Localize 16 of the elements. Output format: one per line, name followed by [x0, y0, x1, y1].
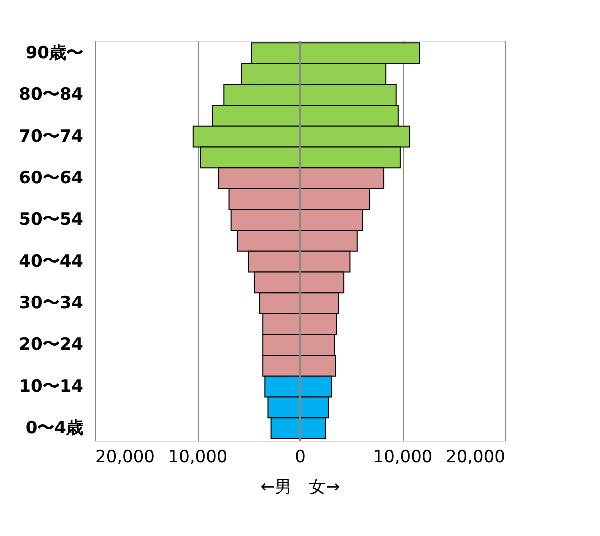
y-tick-label: 80〜84 [19, 85, 84, 106]
y-tick-label: 90歳〜 [26, 44, 84, 64]
x-tick-label: 20,000 [446, 448, 506, 468]
y-tick-label: 60〜64 [19, 168, 84, 188]
x-tick-label: 0 [295, 448, 306, 468]
y-tick-label: 70〜74 [19, 126, 84, 147]
y-tick-label: 10〜14 [19, 376, 84, 397]
y-tick-label: 50〜54 [19, 210, 84, 230]
y-tick-label: 40〜44 [19, 252, 84, 272]
y-tick-label: 30〜34 [19, 294, 84, 314]
x-axis-title: ←男 女→ [260, 478, 340, 498]
y-tick-label: 20〜24 [19, 335, 84, 356]
x-tick-label: 10,000 [168, 448, 228, 468]
x-tick-label: 20,000 [96, 448, 155, 468]
x-tick-label: 10,000 [373, 448, 433, 468]
y-tick-label: 0〜4歳 [26, 418, 84, 438]
